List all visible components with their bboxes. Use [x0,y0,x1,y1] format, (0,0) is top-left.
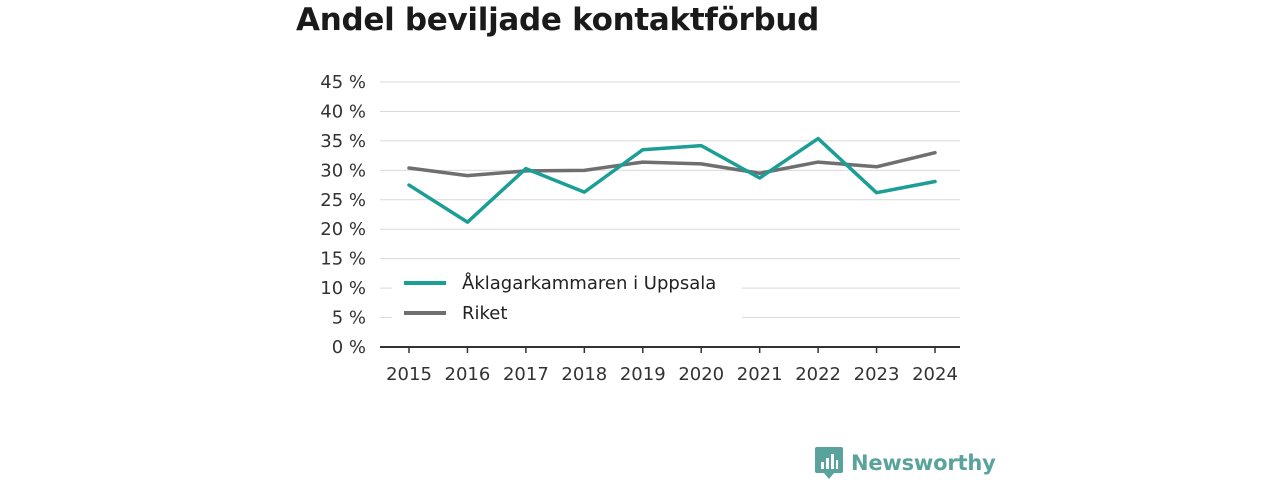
legend: Åklagarkammaren i Uppsala Riket [392,266,742,324]
x-tick-label: 2023 [854,364,900,385]
newsworthy-logo: Newsworthy [815,447,996,479]
legend-label: Riket [462,303,507,324]
y-tick-label: 5 % [332,308,366,329]
x-tick-label: 2015 [386,364,432,385]
x-tick-label: 2019 [620,364,666,385]
y-tick-label: 0 % [332,337,366,358]
x-tick-label: 2016 [445,364,491,385]
y-tick-label: 40 % [320,101,366,122]
y-tick-label: 10 % [320,278,366,299]
series-lines [407,136,937,224]
y-tick-label: 25 % [320,190,366,211]
chart-title: Andel beviljade kontaktförbud [296,2,820,38]
x-tick-label: 2017 [503,364,549,385]
y-tick-label: 20 % [320,219,366,240]
x-tick-label: 2020 [678,364,724,385]
y-tick-label: 35 % [320,131,366,152]
axes: 0 % 5 % 10 % 15 % 20 % 25 % 30 % 35 % 40 % 45 % 20… [320,72,960,385]
brand-name: Newsworthy [851,451,996,475]
bar-chart-icon [815,447,843,479]
legend-label: Åklagarkammaren i Uppsala [462,272,716,294]
y-tick-label: 45 % [320,72,366,93]
x-tick-label: 2021 [737,364,783,385]
y-tick-label: 30 % [320,160,366,181]
line-chart: 0 % 5 % 10 % 15 % 20 % 25 % 30 % 35 % 40 % 45 % 20… [320,72,960,385]
series-line-aklagarkammaren-uppsala [407,136,937,224]
x-tick-label: 2022 [795,364,841,385]
x-tick-label: 2018 [561,364,607,385]
y-tick-label: 15 % [320,249,366,270]
legend-background [392,266,742,322]
x-tick-label: 2024 [912,364,958,385]
